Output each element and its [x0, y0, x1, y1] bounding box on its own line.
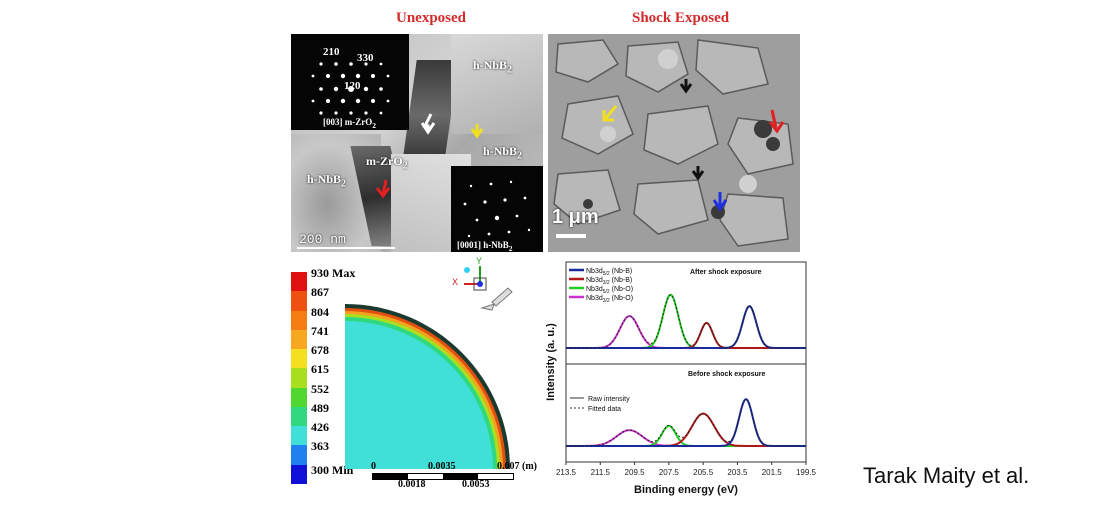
contour-quarter-disc [345, 304, 510, 469]
xps-peak-after-3 [566, 305, 806, 349]
label-zro2: m-ZrO2 [366, 154, 408, 172]
shock-micrograph: 1 μm [548, 34, 800, 252]
shock-exposed-title: Shock Exposed [632, 10, 730, 26]
white-arrow [420, 113, 436, 135]
shock-texture [553, 39, 794, 247]
panel-title-before: Before shock exposure [688, 371, 766, 378]
legend-entry-bottom: Raw intensity [588, 396, 630, 403]
x-tick-label: 207.5 [659, 468, 680, 477]
axis-x-label: X [452, 277, 459, 287]
shock-arrow-black-1 [679, 79, 693, 94]
legend-swatch [291, 349, 307, 369]
legend-label: 300 Min [311, 462, 354, 477]
legend-label: 615 [311, 362, 329, 377]
saed-spot-330: 330 [357, 52, 374, 64]
saed-nbb2-inset: [0001] h-NbB2 [451, 166, 543, 252]
shock-arrow-red [768, 109, 785, 134]
label-nbb2-mid: h-NbB2 [483, 144, 523, 162]
x-tick-label: 201.5 [762, 468, 783, 477]
shock-arrow-yellow [602, 105, 618, 122]
legend-label: 867 [311, 285, 329, 300]
legend-swatch [291, 445, 307, 466]
legend-entry-bottom: Fitted data [588, 406, 621, 413]
shock-scale-bar-line [556, 234, 586, 238]
legend-swatch [291, 426, 307, 446]
scale-start: 0 [371, 461, 376, 472]
panel-title-after: After shock exposure [690, 269, 762, 276]
y-axis-label: Intensity (a. u.) [545, 323, 557, 401]
unexposed-scale-bar-label: 200 nm [299, 232, 346, 247]
legend-swatch [291, 464, 307, 485]
legend-label: 678 [311, 343, 329, 358]
scale-end: 0.007 (m) [497, 461, 537, 472]
saed-spot-120: 120 [344, 80, 361, 92]
legend-swatch [291, 291, 307, 312]
label-nbb2-top: h-NbB2 [473, 58, 513, 76]
xps-fit-before [566, 398, 806, 447]
unexposed-micrograph: 210 330 120 [003] m-ZrO2 [0001] h-NbB2 h… [291, 34, 543, 252]
plot-frame [565, 261, 807, 463]
red-arrow [375, 179, 391, 199]
yellow-arrow [470, 124, 484, 139]
contour-legend [291, 272, 307, 485]
legend-swatch [291, 406, 307, 427]
axis-y-label: Y [476, 256, 483, 266]
saed-nbb2-spots [463, 180, 531, 238]
x-tick-label: 205.5 [693, 468, 714, 477]
saed-zro2-caption: [003] m-ZrO2 [323, 117, 376, 130]
x-tick-label: 209.5 [625, 468, 646, 477]
x-tick-label: 199.5 [796, 468, 817, 477]
legend-swatch [291, 368, 307, 389]
legend-swatch [291, 387, 307, 408]
legend-entry: Nb3d3/2 (Nb-B) [586, 277, 632, 286]
x-tick-label: 203.5 [727, 468, 748, 477]
legend-entry: Nb3d5/2 (Nb-B) [586, 268, 632, 277]
legend-swatch [291, 329, 307, 350]
legend-label: 489 [311, 400, 329, 415]
unexposed-title: Unexposed [396, 10, 467, 26]
xps-peak-before-3 [566, 398, 806, 447]
label-nbb2-left: h-NbB2 [307, 172, 347, 190]
legend-label: 426 [311, 420, 329, 435]
scale-mid: 0.0035 [428, 461, 456, 472]
scale-b: 0.0053 [462, 479, 490, 490]
x-tick-label: 211.5 [591, 468, 611, 477]
saed-zro2-inset: 210 330 120 [003] m-ZrO2 [291, 34, 409, 130]
legend-label: 804 [311, 304, 329, 319]
scale-a: 0.0018 [398, 479, 426, 490]
xps-fit-after [566, 294, 806, 349]
x-axis-label: Binding energy (eV) [634, 484, 738, 496]
xps-chart: 213.5 211.5 209.5 207.5 205.5 203.5 201.5 199.5… [545, 261, 817, 496]
coordinate-triad [464, 266, 513, 311]
unexposed-scale-bar-line [297, 247, 395, 249]
legend-swatch [291, 310, 307, 331]
x-tick-label: 213.5 [556, 468, 577, 477]
legend-swatch [291, 272, 307, 292]
legend-label: 363 [311, 439, 329, 454]
shock-arrow-black-2 [691, 166, 705, 181]
saed-zro2-spots [311, 62, 390, 115]
legend-entry: Nb3d5/2 (Nb-O) [586, 286, 633, 295]
shock-scale-bar-label: 1 μm [552, 206, 599, 228]
scale-ruler [372, 473, 514, 480]
saed-nbb2-caption: [0001] h-NbB2 [457, 240, 513, 252]
legend-label: 930 Max [311, 266, 356, 280]
grain-top-right [451, 34, 543, 134]
author-credit: Tarak Maity et al. [863, 463, 1030, 488]
shock-arrow-blue [712, 192, 728, 212]
legend-label: 741 [311, 323, 329, 338]
legend-entry: Nb3d3/2 (Nb-O) [586, 295, 633, 304]
legend-label: 552 [311, 381, 329, 396]
saed-spot-210: 210 [323, 46, 340, 58]
unexposed-arrows [375, 113, 484, 199]
